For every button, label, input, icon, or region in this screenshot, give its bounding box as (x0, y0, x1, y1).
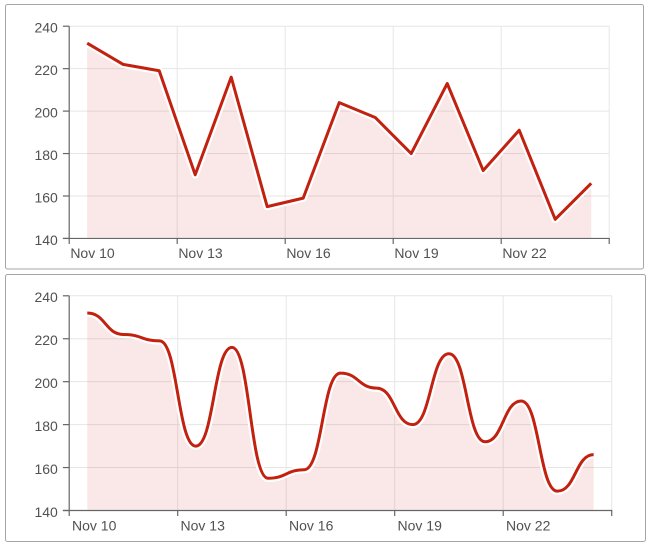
svg-text:220: 220 (34, 62, 58, 78)
svg-text:Nov 19: Nov 19 (394, 245, 439, 261)
svg-text:220: 220 (34, 332, 58, 348)
svg-text:180: 180 (34, 418, 58, 434)
svg-text:160: 160 (34, 461, 58, 477)
svg-text:Nov 10: Nov 10 (72, 518, 117, 534)
svg-text:240: 240 (34, 289, 58, 305)
svg-text:Nov 19: Nov 19 (398, 518, 443, 534)
svg-text:Nov 16: Nov 16 (286, 245, 331, 261)
svg-text:Nov 22: Nov 22 (506, 518, 551, 534)
svg-text:140: 140 (34, 504, 58, 520)
svg-text:Nov 10: Nov 10 (70, 245, 115, 261)
svg-text:Nov 13: Nov 13 (178, 245, 223, 261)
svg-text:180: 180 (34, 147, 58, 163)
svg-text:200: 200 (34, 105, 58, 121)
svg-text:140: 140 (34, 232, 58, 248)
svg-text:Nov 16: Nov 16 (289, 518, 334, 534)
svg-text:200: 200 (34, 375, 58, 391)
svg-text:240: 240 (34, 20, 58, 36)
svg-text:160: 160 (34, 189, 58, 205)
svg-text:Nov 13: Nov 13 (181, 518, 226, 534)
svg-text:Nov 22: Nov 22 (502, 245, 547, 261)
